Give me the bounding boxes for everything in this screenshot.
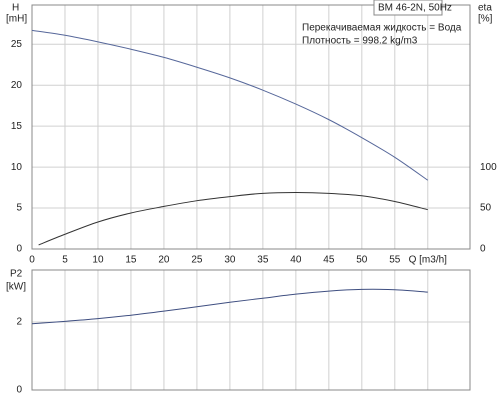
x-tick-label: 15 [125, 255, 137, 266]
x-tick-label: 25 [191, 255, 203, 266]
y-tick-label: 0 [16, 385, 22, 396]
x-tick-label: 45 [323, 255, 335, 266]
x-tick-label: 10 [92, 255, 104, 266]
x-tick-label: 40 [290, 255, 302, 266]
y-tick-label: 2 [16, 317, 22, 328]
x-tick-label: 20 [158, 255, 170, 266]
y-unit: [mH] [6, 14, 27, 25]
y-tick-label: 25 [11, 39, 23, 50]
x-tick-label: 55 [389, 255, 401, 266]
bottom-plot-frame [31, 269, 471, 391]
y-label: H [12, 3, 19, 14]
x-tick-label: 35 [257, 255, 269, 266]
y2-tick-label: 100 [480, 162, 497, 173]
y2-tick-label: 50 [480, 203, 492, 214]
x-tick-label: 5 [62, 255, 68, 266]
model-box [373, 0, 443, 16]
density-note: Плотность = 998.2 kg/m3 [302, 36, 418, 47]
curve [31, 288, 428, 325]
x-tick-label: 0 [29, 255, 35, 266]
liquid-note: Перекачиваемая жидкость = Вода [302, 23, 462, 34]
y-tick-label: 5 [16, 203, 22, 214]
y-label: P2 [10, 269, 23, 280]
y-tick-label: 10 [11, 162, 23, 173]
curve [38, 192, 428, 246]
top-plot-frame [31, 4, 471, 250]
y-tick-label: 0 [16, 244, 22, 255]
y2-unit: [%] [478, 14, 493, 25]
curve [31, 29, 429, 181]
model-label: BM 46-2N, 50Hz [378, 3, 452, 14]
y-tick-label: 20 [11, 80, 23, 91]
x-tick-label: Q [m3/h] [409, 255, 448, 266]
x-tick-label: 50 [356, 255, 368, 266]
x-tick-label: 30 [224, 255, 236, 266]
y-tick-label: 15 [11, 121, 23, 132]
y-unit: [kW] [6, 282, 26, 293]
y2-label: eta [478, 3, 492, 14]
y2-tick-label: 0 [480, 244, 486, 255]
